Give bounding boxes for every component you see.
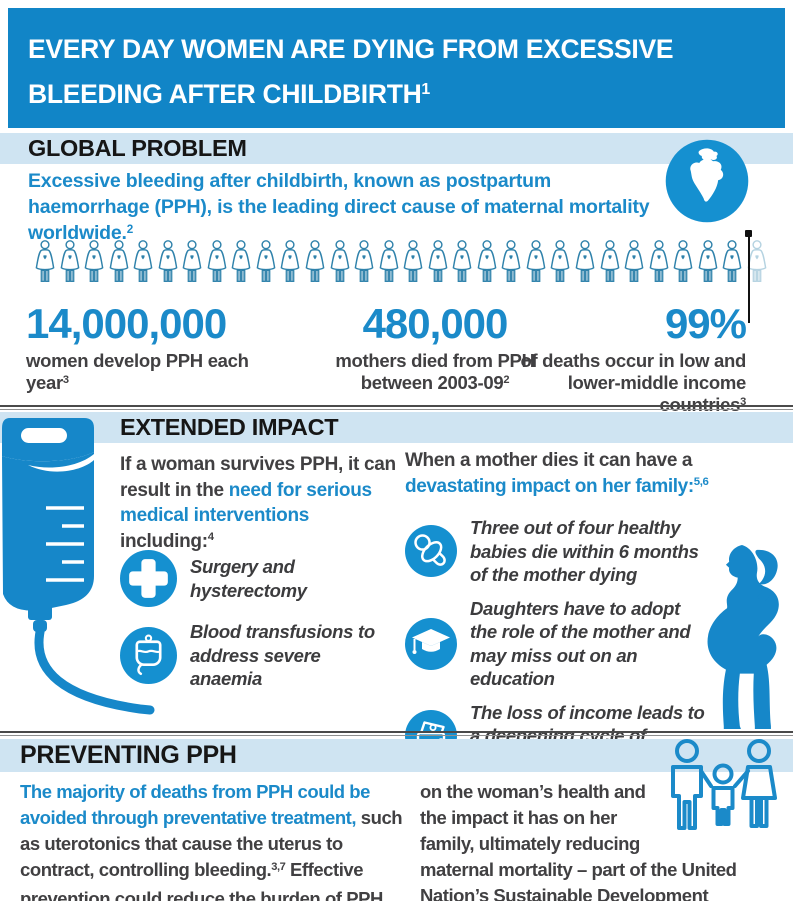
stat-value: 99% [664, 300, 747, 347]
woman-icon [181, 236, 203, 294]
item-text: Three out of four healthy babies die wit… [470, 517, 699, 585]
woman-icon [672, 236, 694, 294]
global-problem-heading: GLOBAL PROBLEM [28, 135, 247, 161]
iv-drip-bag-illustration [0, 416, 270, 723]
stat-women-develop-pph: 14,000,000 women develop PPH each year3 [26, 302, 276, 397]
survivor-impact-intro: If a woman survives PPH, it can result i… [120, 454, 396, 552]
woman-icon [476, 236, 498, 294]
marker-line [748, 233, 750, 323]
woman-icon [451, 236, 473, 294]
woman-icon [83, 236, 105, 294]
woman-icon [549, 236, 571, 294]
section-divider-thin [0, 409, 793, 410]
woman-icon [427, 236, 449, 294]
woman-icon [402, 236, 424, 294]
stat-mothers-died: 480,000 mothers died from PPH between 20… [300, 302, 570, 397]
stat-deaths-low-income: 99% of deaths occur in low and lower-mid… [516, 300, 747, 419]
woman-icon [59, 236, 81, 294]
title-line-1: EVERY DAY WOMEN ARE DYING FROM EXCESSIVE [28, 34, 674, 64]
section-divider [0, 731, 793, 733]
global-problem-body: Excessive bleeding after childbirth, kno… [28, 170, 650, 244]
family-impact-intro: When a mother dies it can have a devasta… [405, 450, 709, 497]
footnote-ref: 2 [126, 222, 134, 236]
woman-icon [157, 236, 179, 294]
title-line-2: BLEEDING AFTER CHILDBIRTH1 [28, 79, 430, 109]
woman-icon [230, 236, 252, 294]
stat-value: 14,000,000 [26, 300, 227, 347]
woman-icon [353, 236, 375, 294]
stat-label: women develop PPH each year3 [26, 350, 249, 393]
footnote-ref: 4 [207, 531, 214, 544]
woman-icon [378, 236, 400, 294]
footnote-ref: 2 [503, 373, 510, 386]
item-text: Blood transfusions to address severe ana… [190, 621, 375, 689]
pacifier-icon [405, 525, 457, 578]
footnote-ref: 1 [421, 81, 430, 99]
woman-icon [697, 236, 719, 294]
woman-icon [206, 236, 228, 294]
woman-icon [525, 236, 547, 294]
woman-icon [599, 236, 621, 294]
list-item-babies: Three out of four healthy babies die wit… [405, 516, 705, 587]
preventing-left-text: The majority of deaths from PPH could be… [20, 781, 403, 901]
title-banner: EVERY DAY WOMEN ARE DYING FROM EXCESSIVE… [8, 8, 785, 128]
family-icon [660, 738, 786, 839]
woman-icon [648, 236, 670, 294]
item-text: Surgery and hysterectomy [190, 556, 307, 601]
count-marker-line [744, 230, 754, 324]
global-problem-band: GLOBAL PROBLEM [0, 133, 793, 164]
woman-icon [304, 236, 326, 294]
woman-icon [279, 236, 301, 294]
women-pictogram-row [34, 236, 768, 294]
medical-cross-icon [120, 550, 177, 607]
section-divider-thin [0, 735, 793, 736]
footnote-ref: 5,6 [693, 476, 709, 489]
woman-icon [132, 236, 154, 294]
preventing-pph-band: PREVENTING PPH [0, 739, 793, 772]
graduation-cap-icon [405, 617, 457, 670]
section-divider [0, 405, 793, 407]
extended-impact-heading: EXTENDED IMPACT [120, 414, 339, 440]
footnote-ref: 3 [740, 395, 746, 408]
blood-bag-icon [120, 626, 177, 684]
survivor-impact-items: Surgery and hysterectomy Blood transfusi… [120, 550, 410, 691]
woman-icon [721, 236, 743, 294]
stat-label: mothers died from PPH between 2003-092 [335, 350, 535, 393]
preventing-pph-heading: PREVENTING PPH [20, 741, 237, 769]
woman-icon [329, 236, 351, 294]
globe-icon [664, 138, 750, 229]
woman-icon [500, 236, 522, 294]
list-item-daughters: Daughters have to adopt the role of the … [405, 597, 705, 691]
woman-icon [34, 236, 56, 294]
woman-icon [623, 236, 645, 294]
stat-value: 480,000 [362, 300, 509, 347]
preventing-right-text: on the woman’s health and the impact it … [420, 779, 790, 901]
footnote-ref: 3 [62, 373, 69, 386]
list-item-transfusion: Blood transfusions to address severe ana… [120, 620, 410, 691]
extended-impact-band: EXTENDED IMPACT [0, 412, 793, 443]
item-text: Daughters have to adopt the role of the … [470, 597, 691, 690]
woman-icon [255, 236, 277, 294]
woman-icon [574, 236, 596, 294]
woman-icon [108, 236, 130, 294]
list-item-surgery: Surgery and hysterectomy [120, 550, 410, 607]
pregnant-woman-silhouette [697, 542, 787, 737]
footnote-ref: 3,7 [271, 860, 286, 873]
